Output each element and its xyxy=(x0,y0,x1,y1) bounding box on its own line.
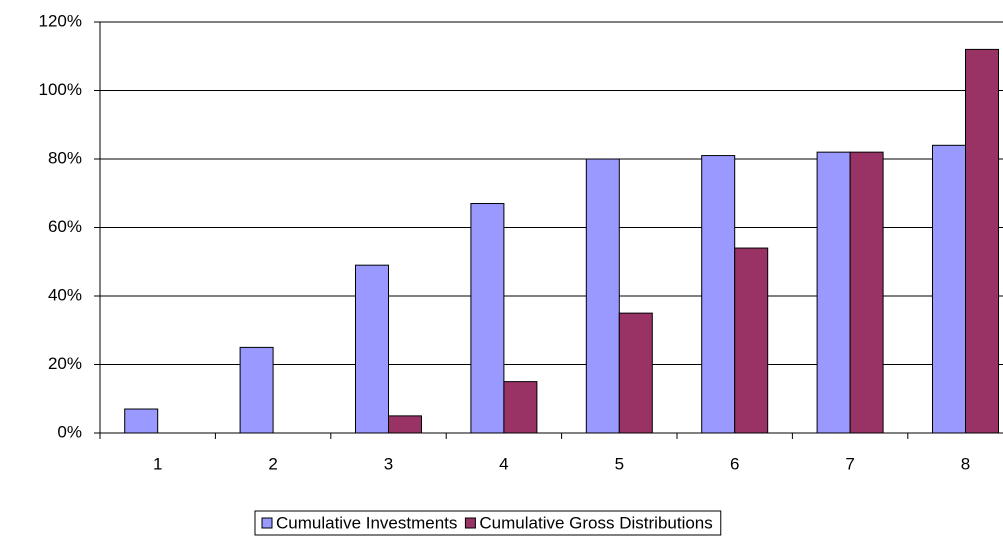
bar xyxy=(849,151,884,434)
x-tick-label: 4 xyxy=(499,454,508,473)
bar xyxy=(932,144,966,434)
y-tick-label: 0% xyxy=(57,422,82,441)
bar xyxy=(503,381,538,434)
y-tick-label: 40% xyxy=(48,285,82,304)
x-tick-label: 5 xyxy=(615,454,624,473)
bar xyxy=(239,346,274,434)
x-tick-label: 3 xyxy=(384,454,393,473)
x-tick-label: 8 xyxy=(961,454,970,473)
y-tick-label: 120% xyxy=(39,11,82,30)
y-tick-label: 60% xyxy=(48,217,82,236)
legend-label: Cumulative Gross Distributions xyxy=(479,513,712,532)
bar xyxy=(734,247,769,434)
y-tick-label: 80% xyxy=(48,148,82,167)
x-tick-label: 1 xyxy=(153,454,162,473)
bar xyxy=(585,158,620,434)
bar xyxy=(355,264,389,434)
bar xyxy=(618,312,653,434)
legend-label: Cumulative Investments xyxy=(276,513,457,532)
bar xyxy=(388,415,422,434)
y-tick-label: 20% xyxy=(48,354,82,373)
bar xyxy=(124,408,159,434)
legend-swatch xyxy=(464,517,476,529)
bar xyxy=(816,151,851,434)
legend-swatch xyxy=(261,517,273,529)
x-tick-label: 6 xyxy=(730,454,739,473)
bar xyxy=(470,203,505,434)
x-tick-label: 7 xyxy=(845,454,854,473)
bar xyxy=(965,48,999,434)
x-tick-label: 2 xyxy=(268,454,277,473)
bar xyxy=(701,155,736,434)
y-tick-label: 100% xyxy=(39,80,82,99)
legend xyxy=(254,510,722,536)
